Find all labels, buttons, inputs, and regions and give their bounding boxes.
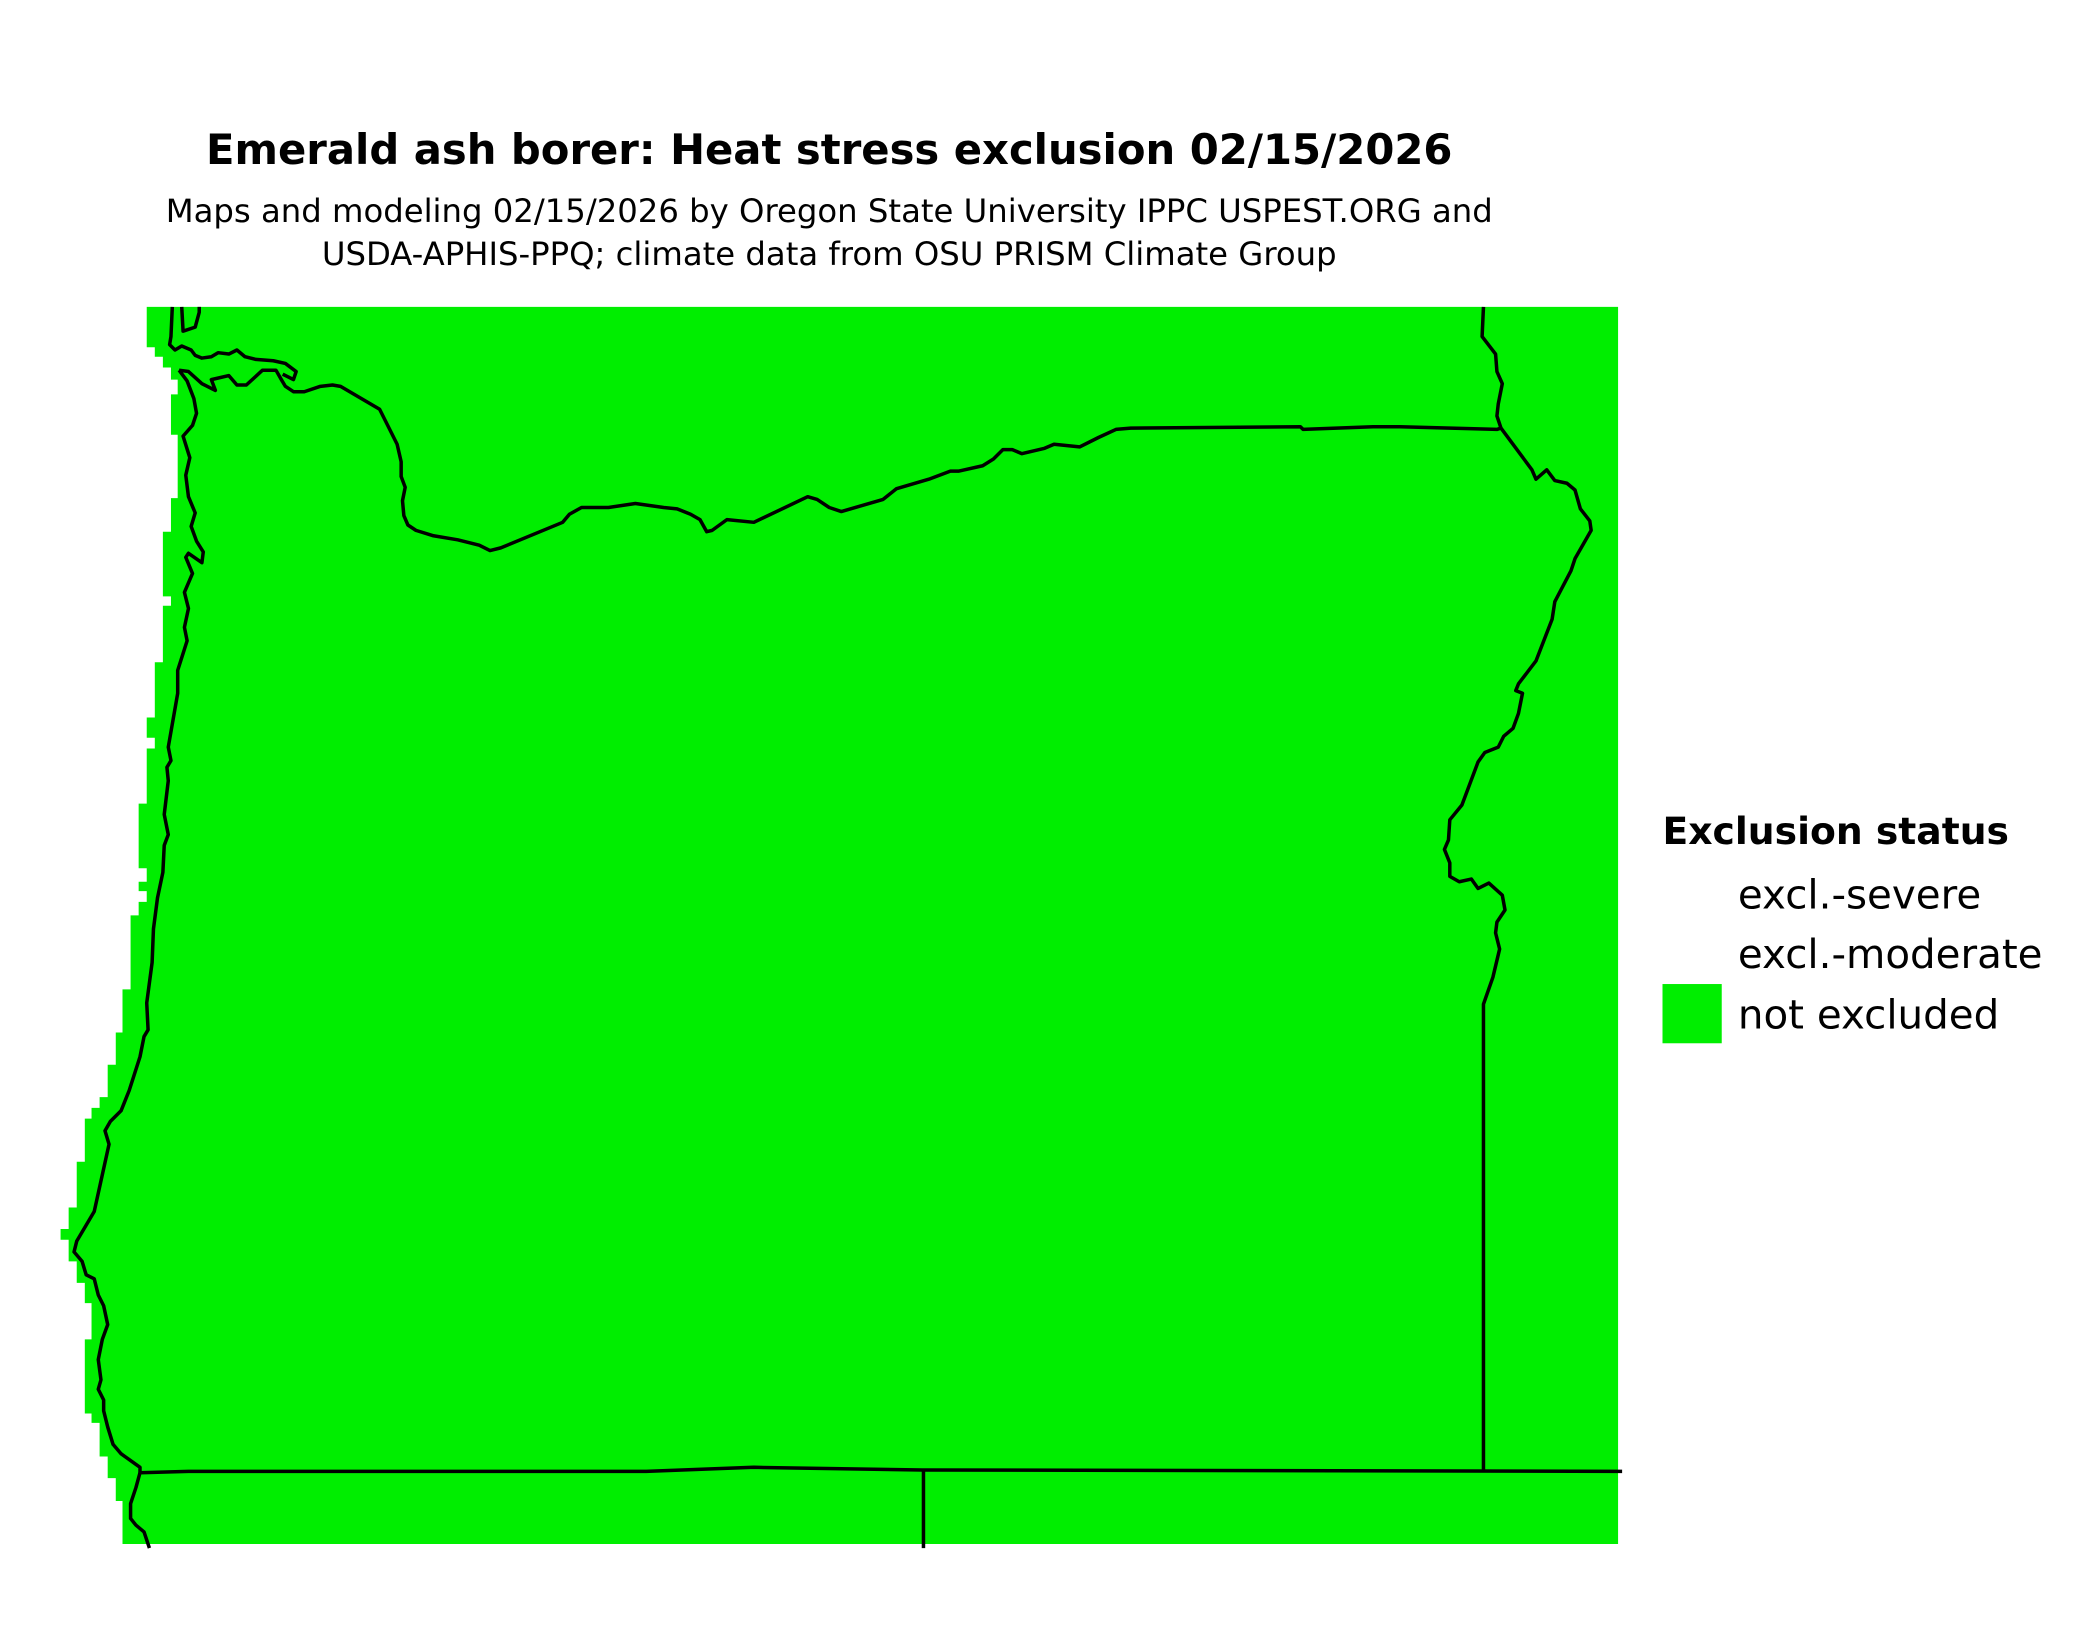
- columbia-river-border: [178, 368, 1502, 553]
- washington-coast-border: [167, 306, 298, 382]
- oregon-coast-border: [72, 369, 206, 1473]
- legend-swatch-not-excluded: [1662, 984, 1722, 1044]
- state-borders: [72, 306, 1623, 1549]
- legend-title: Exclusion status: [1663, 809, 2010, 853]
- california-coast-border: [128, 1472, 152, 1549]
- legend: Exclusion status excl.-severe excl.-mode…: [1662, 809, 2043, 1044]
- legend-item-excl-moderate: excl.-moderate: [1738, 931, 2043, 978]
- legend-swatch-excl-severe: [1663, 864, 1722, 923]
- legend-item-not-excluded: not excluded: [1738, 991, 1999, 1038]
- oregon-idaho-border: [1442, 427, 1593, 1472]
- map-title: Emerald ash borer: Heat stress exclusion…: [206, 125, 1452, 174]
- oregon-south-border: [139, 1465, 1623, 1475]
- legend-swatch-excl-moderate: [1663, 925, 1722, 984]
- washington-idaho-border: [1480, 306, 1505, 429]
- map-subtitle-line2: USDA-APHIS-PPQ; climate data from OSU PR…: [322, 235, 1337, 273]
- map-subtitle-line1: Maps and modeling 02/15/2026 by Oregon S…: [166, 192, 1493, 230]
- willapa-inlet-border: [179, 306, 201, 333]
- legend-item-excl-severe: excl.-severe: [1738, 872, 1981, 919]
- not-excluded-area: [60, 306, 1619, 1545]
